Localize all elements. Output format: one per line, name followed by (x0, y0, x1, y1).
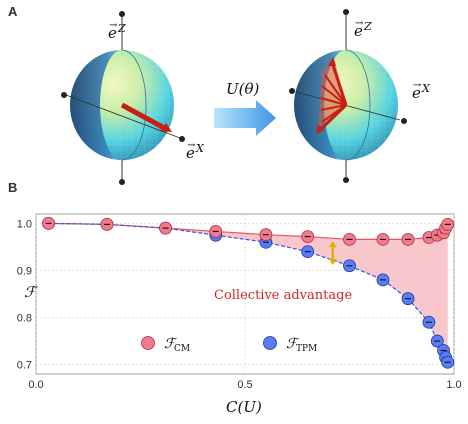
series-points (42, 217, 455, 369)
y-tick-label: 0.7 (17, 360, 32, 372)
right-ex-sup: X (421, 82, 431, 95)
left-bloch-sphere: e Z → e X → (61, 11, 205, 185)
right-ez-sup: Z (363, 20, 372, 33)
collective-advantage-region (48, 223, 448, 363)
legend-tpm-name: ℱ (286, 336, 300, 352)
legend-tpm-marker (263, 336, 277, 350)
svg-text:→: → (355, 18, 364, 29)
y-tick-label: 0.9 (17, 265, 32, 277)
legend-cm-marker (141, 336, 155, 350)
panel-a-label: A (8, 4, 18, 19)
left-state-arrow (120, 102, 170, 133)
unitary-transform: U(θ) (214, 80, 276, 136)
panel-b-label: B (8, 180, 18, 195)
left-ex-label: e (186, 144, 195, 162)
right-axis-labels: e Z → e X → (354, 18, 431, 102)
legend: ℱ CM ℱ TPM (141, 336, 317, 354)
x-tick-label: 0.5 (237, 379, 252, 391)
svg-text:→: → (413, 80, 422, 91)
x-axis-label: C(U) (226, 398, 262, 416)
rotated-state-fan (316, 57, 348, 134)
left-ex-sup: X (195, 142, 205, 155)
left-ez-sup: Z (117, 22, 126, 35)
right-bloch-sphere: e Z → e X → (289, 9, 431, 183)
svg-text:→: → (109, 20, 118, 31)
x-tick-label: 0.0 (28, 379, 43, 391)
y-axis-label: ℱ (24, 283, 39, 301)
legend-tpm-sub: TPM (296, 344, 317, 354)
right-ez-label: e (354, 22, 363, 40)
operator-label: U(θ) (226, 80, 260, 98)
annotation-text: Collective advantage (214, 288, 352, 303)
annotation-group: Collective advantage (214, 241, 352, 303)
left-sphere-cut (70, 50, 122, 160)
y-tick-label: 0.8 (17, 313, 32, 325)
legend-cm-name: ℱ (164, 336, 178, 352)
left-ez-label: e (108, 24, 117, 42)
transform-arrow (214, 100, 276, 136)
legend-cm-sub: CM (174, 344, 190, 354)
y-ticks: 1.0 0.9 0.8 0.7 (17, 218, 32, 371)
x-ticks: 0.0 0.5 1.0 (28, 379, 461, 391)
x-tick-label: 1.0 (446, 379, 461, 391)
fidelity-chart: 0.0 0.5 1.0 1.0 0.9 0.8 0.7 Collective advant… (17, 213, 462, 416)
left-z-axis-bottom-knob (119, 179, 125, 185)
right-ex-label: e (412, 84, 421, 102)
left-z-axis-top-knob (119, 11, 125, 17)
left-axis-labels: e Z → e X → (108, 20, 205, 162)
advantage-shading (48, 223, 448, 363)
svg-text:→: → (187, 140, 196, 151)
y-tick-label: 1.0 (17, 218, 32, 230)
